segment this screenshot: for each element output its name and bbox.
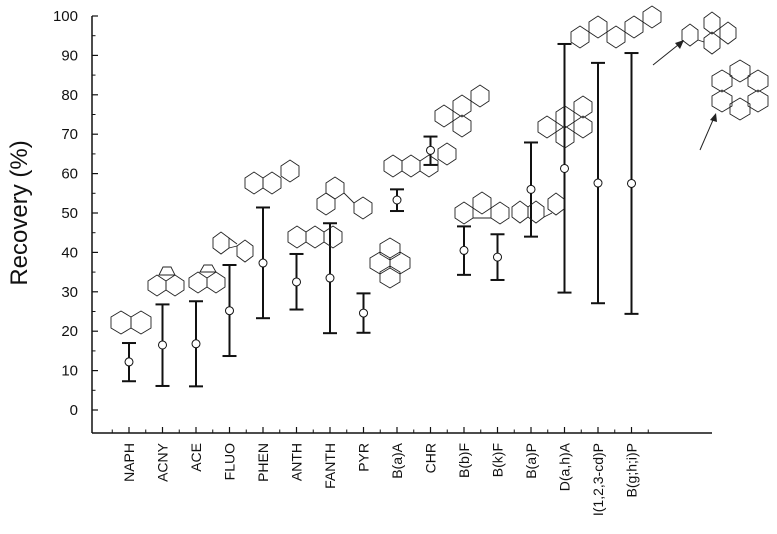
- y-tick-label: 100: [53, 8, 78, 25]
- x-tick-label: ACNY: [155, 442, 171, 482]
- mean-point: [392, 195, 402, 205]
- structure-anth-icon: [287, 225, 343, 249]
- x-tick-label: I(1,2,3-cd)P: [590, 443, 606, 516]
- error-bar: [356, 292, 371, 334]
- y-tick-label: 30: [61, 284, 78, 301]
- structure-bkf-icon: [511, 192, 565, 224]
- y-tick-label: 0: [70, 402, 78, 419]
- mean-point: [459, 245, 469, 255]
- y-tick-label: 10: [61, 363, 78, 380]
- structure-baa-icon: [383, 142, 457, 178]
- axes: [91, 15, 712, 434]
- structure-ace-icon: [188, 264, 226, 294]
- x-tick-label: ACE: [188, 443, 204, 472]
- structure-fluo-icon: [212, 231, 254, 263]
- error-bar: [122, 342, 136, 383]
- arrow-bghip-icon: [699, 113, 717, 151]
- x-tick-label: D(a,h)A: [557, 442, 573, 491]
- structure-daha-icon: [570, 5, 662, 49]
- error-bar: [423, 135, 438, 166]
- y-tick-label: 20: [61, 323, 78, 340]
- y-tick-labels: 0 10 20 30 40 50 60 70 80 90 100: [53, 8, 78, 419]
- error-bar: [457, 225, 471, 276]
- x-tick-label: B(g;h;i)P: [624, 443, 640, 497]
- x-tick-labels: NAPH ACNY ACE FLUO PHEN ANTH FANTH PYR B(a)A CHR B…: [121, 442, 640, 516]
- error-bar: [155, 303, 170, 387]
- mean-point: [426, 145, 435, 155]
- error-bar: [222, 264, 237, 358]
- mean-point: [627, 178, 636, 188]
- structure-phen-icon: [244, 159, 300, 195]
- x-tick-label: ANTH: [289, 443, 305, 481]
- structure-chr-icon: [434, 84, 490, 138]
- mean-point: [593, 178, 603, 188]
- error-bar: [591, 61, 605, 305]
- y-tick-label: 80: [61, 87, 78, 104]
- structure-icdp-icon: [681, 11, 737, 55]
- structure-acny-icon: [147, 266, 185, 297]
- mean-point: [225, 306, 234, 316]
- y-tick-label: 60: [61, 166, 78, 183]
- structure-bap-icon: [537, 95, 593, 149]
- mean-point: [124, 357, 134, 367]
- mean-point: [158, 340, 167, 350]
- mean-point: [258, 258, 268, 268]
- mean-point: [325, 273, 335, 283]
- x-tick-label: CHR: [423, 443, 439, 473]
- y-tick-label: 40: [61, 244, 78, 261]
- mean-point: [493, 252, 502, 262]
- x-tick-label: NAPH: [121, 443, 137, 482]
- error-bar: [390, 188, 404, 213]
- structure-naph-icon: [110, 310, 152, 335]
- mean-point: [191, 339, 201, 349]
- mean-point: [526, 184, 536, 194]
- x-tick-label: FANTH: [322, 443, 338, 489]
- x-tick-label: B(a)A: [389, 442, 405, 478]
- x-tick-label: PYR: [356, 443, 372, 472]
- error-bar: [524, 141, 538, 238]
- mean-point: [359, 308, 368, 318]
- structure-bbf-icon: [454, 191, 510, 225]
- arrow-icdp-icon: [652, 40, 684, 66]
- mean-point: [292, 277, 301, 287]
- y-tick-label: 50: [61, 205, 78, 222]
- structure-fanth-icon: [316, 176, 373, 220]
- error-bar: [323, 222, 337, 335]
- structure-pyr-icon: [369, 237, 411, 289]
- error-bar: [289, 252, 304, 311]
- x-tick-label: FLUO: [222, 443, 238, 480]
- error-bar: [189, 300, 203, 388]
- x-tick-label: B(a)P: [523, 443, 539, 479]
- error-bar: [256, 206, 270, 320]
- y-tick-label: 90: [61, 47, 78, 64]
- x-tick-label: PHEN: [255, 443, 271, 482]
- mean-point: [560, 163, 569, 173]
- error-bars: [122, 42, 639, 388]
- error-bar: [557, 42, 572, 294]
- error-bar: [490, 233, 505, 281]
- x-tick-label: B(k)F: [490, 443, 506, 477]
- x-tick-label: B(b)F: [456, 443, 472, 478]
- structure-bghip-icon: [711, 59, 769, 121]
- y-axis-title: Recovery (%): [6, 140, 33, 285]
- error-bar: [624, 52, 639, 315]
- y-tick-label: 70: [61, 126, 78, 143]
